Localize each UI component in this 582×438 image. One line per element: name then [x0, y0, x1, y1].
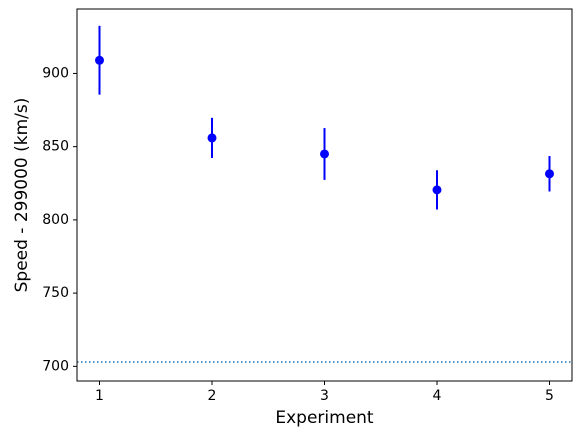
y-axis-label: Speed - 299000 (km/s): [12, 98, 32, 293]
data-point: [207, 133, 217, 143]
y-tick-label: 800: [42, 212, 69, 228]
x-tick-label: 5: [545, 388, 554, 404]
y-tick-label: 900: [42, 65, 69, 81]
y-tick-label: 700: [42, 358, 69, 374]
x-tick-label: 2: [208, 388, 217, 404]
y-tick-label: 750: [42, 285, 69, 301]
data-point: [320, 149, 329, 159]
data-point: [95, 55, 104, 65]
x-tick-label: 3: [320, 388, 329, 404]
x-tick-label: 4: [433, 388, 442, 404]
y-tick-label: 850: [42, 139, 69, 155]
plot-frame: [76, 8, 573, 382]
data-point: [432, 185, 442, 195]
data-point: [545, 169, 554, 179]
x-tick-label: 1: [95, 388, 104, 404]
x-axis-label: Experiment: [275, 408, 374, 428]
